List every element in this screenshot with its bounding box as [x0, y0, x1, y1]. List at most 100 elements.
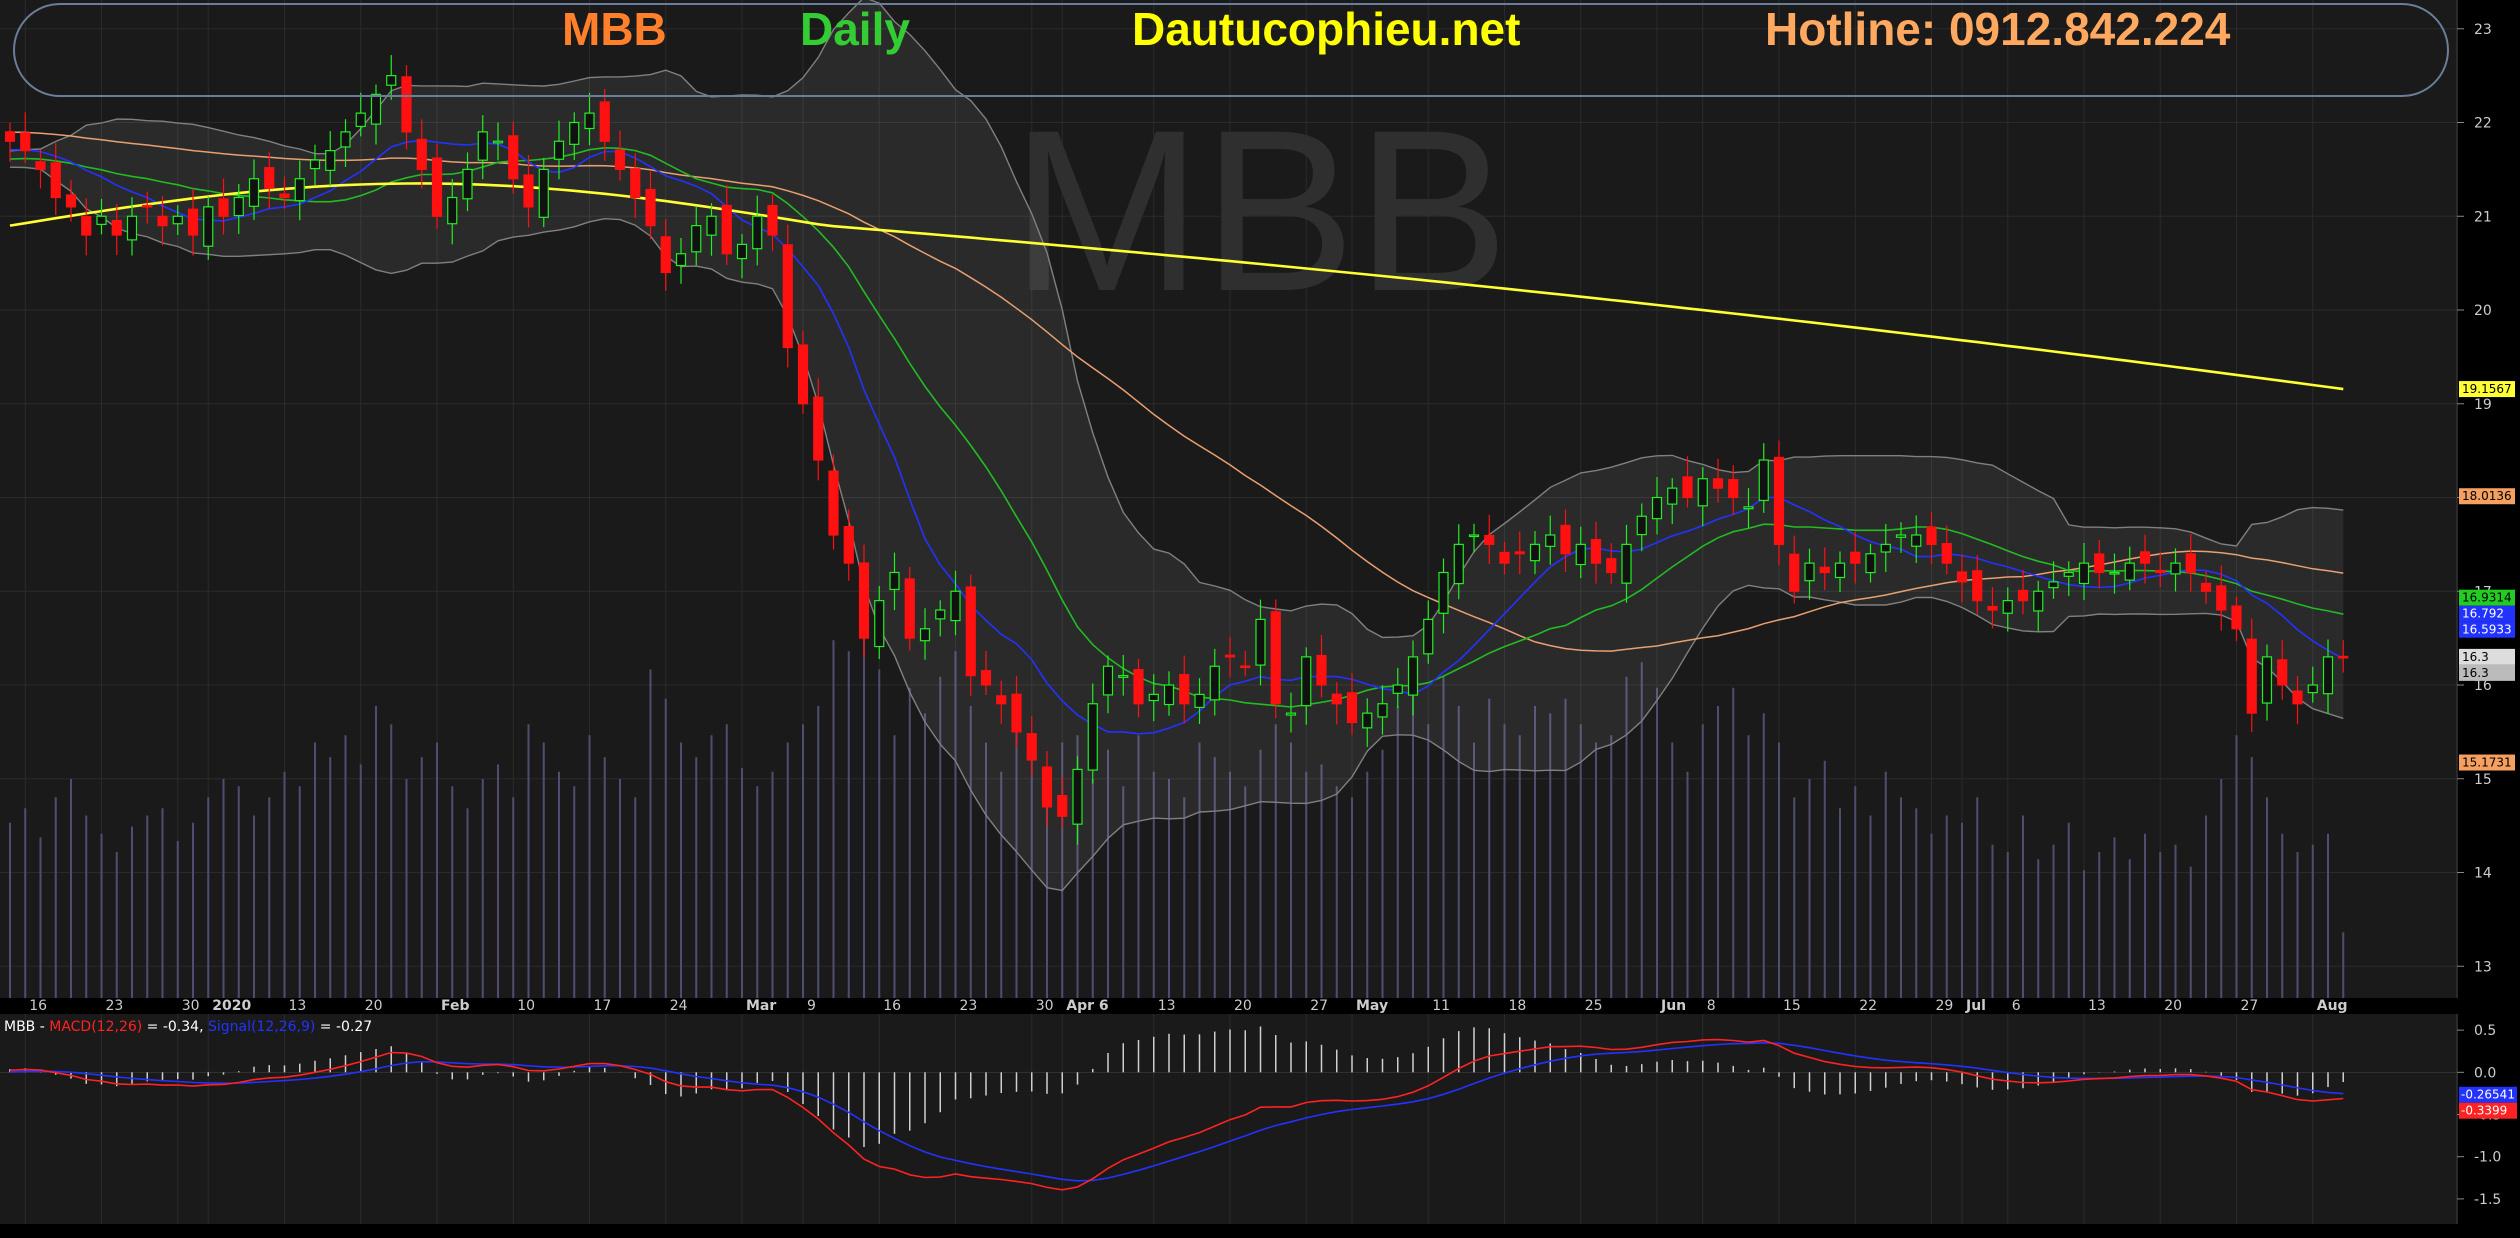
- date-tick-label: 27: [1310, 998, 1328, 1014]
- candle-body: [1712, 478, 1724, 489]
- candle-body: [935, 609, 946, 620]
- date-tick-label: 18: [1509, 998, 1527, 1014]
- bollinger-lower-line: [9, 166, 2344, 892]
- candle-body: [447, 196, 458, 225]
- candle-body: [1072, 768, 1083, 825]
- candle-body: [81, 216, 92, 236]
- candle-body: [1819, 566, 1830, 574]
- date-tick-label: 13: [1158, 998, 1176, 1014]
- date-tick-label: 20: [2164, 998, 2182, 1014]
- candle-body: [919, 628, 931, 642]
- candle-body: [1880, 543, 1891, 553]
- candle-body: [1911, 534, 1922, 547]
- candle-body: [1240, 665, 1251, 669]
- candle-body: [325, 150, 336, 171]
- candle-body: [645, 188, 656, 227]
- date-tick-label: 6: [2012, 998, 2021, 1014]
- candle-body: [1041, 766, 1053, 808]
- candle-body: [736, 243, 748, 260]
- candle-body: [1926, 526, 1937, 545]
- date-tick-label: 20: [365, 998, 383, 1014]
- candle-body: [2124, 562, 2135, 581]
- candle-body: [1865, 553, 1876, 574]
- candle-body: [2307, 684, 2318, 694]
- candle-body: [1636, 515, 1647, 536]
- watermark-symbol: MBB: [1011, 82, 1509, 339]
- macd-signal-line: [9, 1041, 2344, 1182]
- candle-body: [538, 168, 549, 218]
- header-hotline[interactable]: Hotline: 0912.842.224: [1765, 3, 2231, 55]
- candle-body: [1026, 733, 1037, 761]
- header-website[interactable]: Dautucophieu.net: [1132, 3, 1521, 55]
- price-tick-label: 13: [2474, 959, 2492, 975]
- date-tick-label: 30: [1036, 998, 1054, 1014]
- date-tick-label: 16: [883, 998, 901, 1014]
- candle-body: [264, 167, 275, 189]
- date-tick-label: 13: [289, 998, 307, 1014]
- date-tick-label: 9: [807, 998, 816, 1014]
- candle-body: [858, 562, 870, 639]
- date-tick-label: 8: [1707, 998, 1716, 1014]
- candle-body: [1728, 479, 1739, 499]
- candle-body: [1392, 684, 1403, 694]
- candle-body: [1941, 543, 1952, 564]
- candle-body: [1011, 693, 1022, 733]
- candle-body: [1316, 654, 1327, 686]
- candle-body: [1209, 665, 1220, 701]
- candle-body: [2261, 656, 2273, 704]
- candle-body: [416, 138, 427, 170]
- candle-body: [2078, 562, 2090, 585]
- candle-body: [553, 140, 565, 160]
- ma20-line: [9, 146, 2344, 708]
- date-tick-label: 17: [594, 998, 612, 1014]
- date-tick-label: May: [1356, 998, 1388, 1014]
- candle-body: [1697, 478, 1708, 507]
- candle-body: [1118, 675, 1129, 678]
- macd-legend: MBB - MACD(12,26) = -0.34, Signal(12,26,…: [4, 1019, 372, 1035]
- price-tick-label: 21: [2474, 209, 2492, 225]
- candle-body: [2048, 581, 2059, 589]
- candle-body: [614, 149, 626, 170]
- candle-body: [797, 344, 809, 405]
- candle-body: [706, 215, 717, 236]
- macd-legend-prefix: MBB -: [4, 1019, 49, 1035]
- candle-body: [340, 131, 351, 148]
- price-tick-label: 15: [2474, 772, 2492, 788]
- price-tick-label: 19: [2474, 397, 2492, 413]
- candle-body: [248, 178, 260, 207]
- candle-body: [126, 215, 138, 241]
- candle-body: [1987, 605, 1998, 611]
- candle-body: [2033, 590, 2044, 612]
- candle-body: [980, 670, 992, 686]
- candle-body: [2277, 659, 2288, 686]
- price-value-label-bg: [2459, 664, 2515, 681]
- candle-body: [1758, 459, 1769, 502]
- macd-tick-label: 0.5: [2474, 1023, 2496, 1039]
- price-value-label: 16.5933: [2462, 623, 2512, 637]
- candle-body: [187, 208, 199, 236]
- candle-body: [1468, 534, 1480, 538]
- candle-body: [35, 161, 46, 170]
- candle-body: [508, 135, 519, 180]
- candle-body: [1529, 543, 1541, 562]
- price-value-label: 19.1567: [2462, 382, 2512, 396]
- candle-body: [2246, 638, 2257, 714]
- date-tick-label: 20: [1234, 998, 1252, 1014]
- candle-body: [950, 590, 961, 622]
- candle-body: [2216, 585, 2227, 611]
- date-tick-label: 10: [517, 998, 535, 1014]
- candle-body: [2155, 569, 2166, 574]
- ma200-line: [9, 182, 2344, 391]
- date-tick-label: 25: [1585, 998, 1603, 1014]
- macd-legend-macd-label: MACD(12,26): [49, 1019, 142, 1035]
- header-timeframe: Daily: [800, 3, 910, 55]
- date-tick-label: Mar: [746, 998, 776, 1014]
- candle-body: [1682, 476, 1693, 499]
- candle-body: [492, 140, 504, 144]
- candle-body: [1423, 618, 1434, 655]
- date-tick-label: 29: [1936, 998, 1954, 1014]
- date-axis: 16 23 30 2020 13 20 Feb 10 17 24 Mar 9 16 23 30 Apr 6 13…: [29, 998, 2347, 1014]
- candle-body: [233, 196, 244, 217]
- candle-body: [1743, 506, 1754, 510]
